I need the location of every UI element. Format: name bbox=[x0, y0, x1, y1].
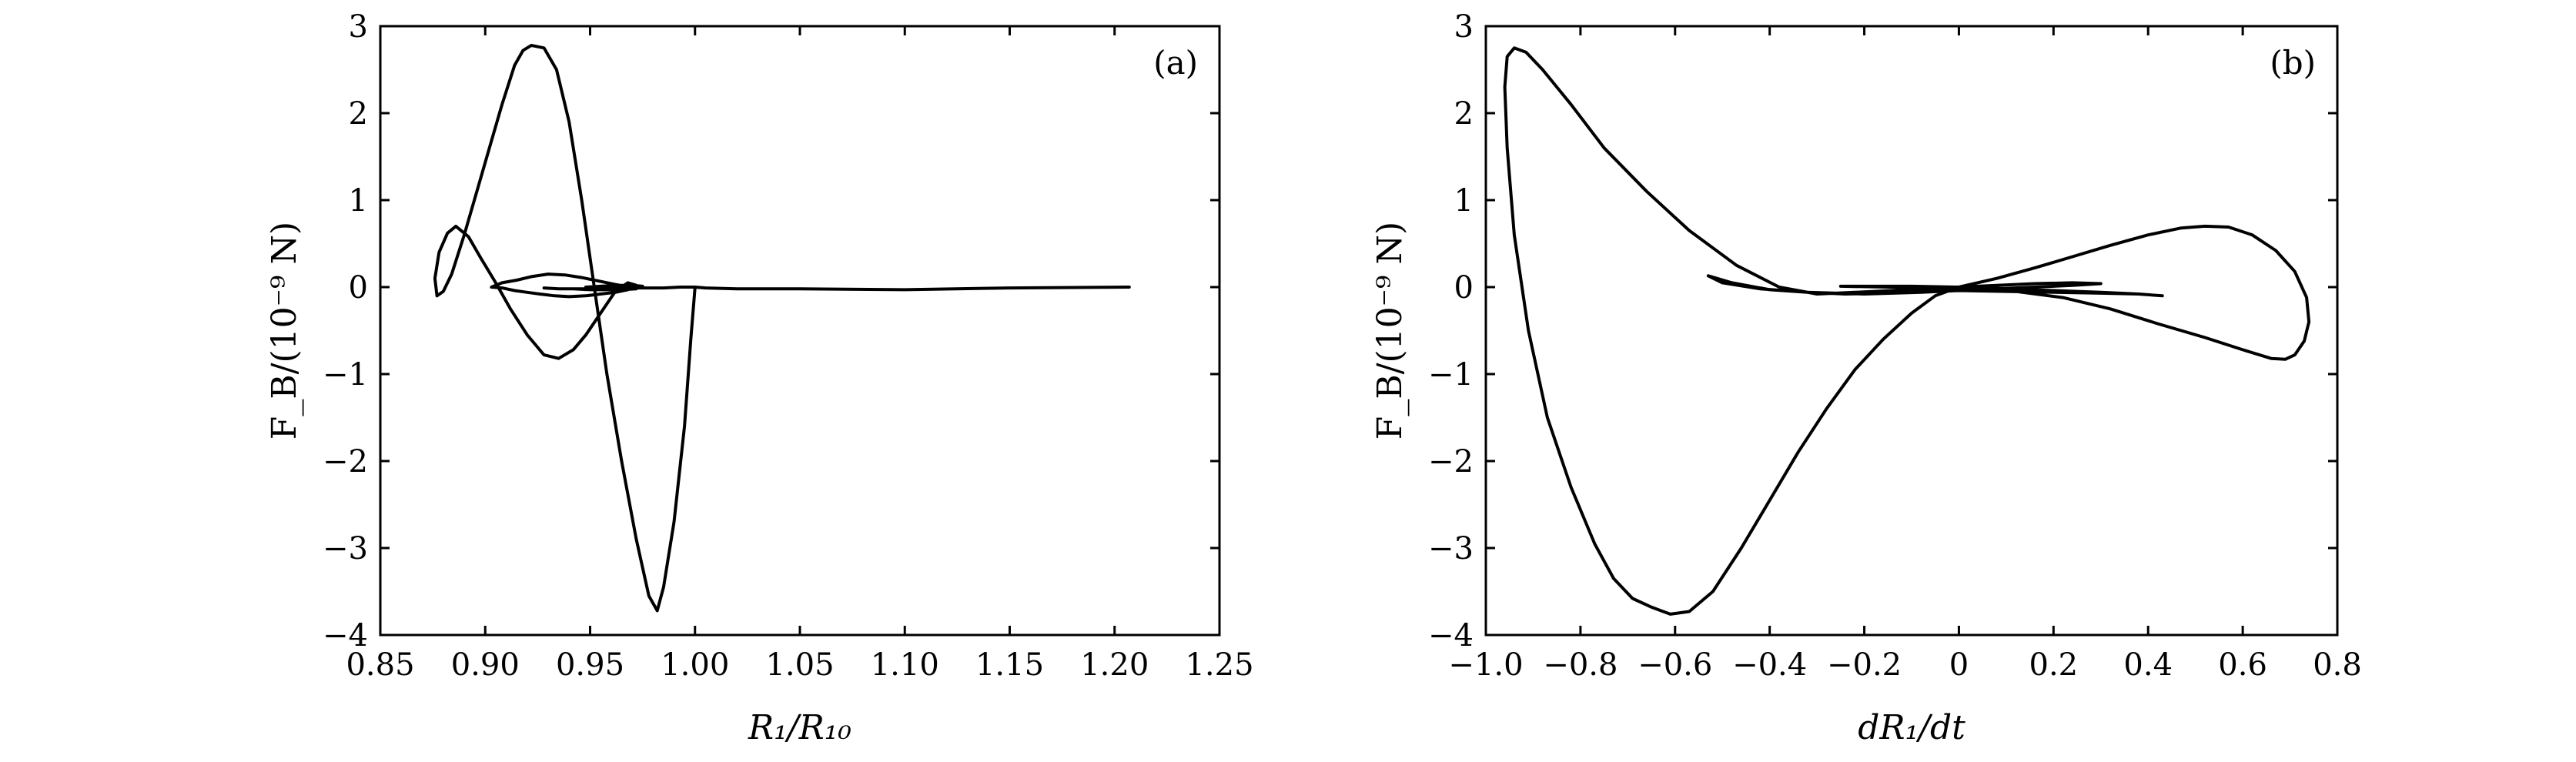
panel-b-xtick-label: 0 bbox=[1949, 647, 1969, 683]
panel-b-xtick-label: 0.2 bbox=[2029, 647, 2079, 683]
panel-a-ytick-label: 1 bbox=[349, 183, 368, 219]
panel-b-series-line-0 bbox=[1503, 46, 2311, 616]
panel-a-ytick-label: 0 bbox=[349, 270, 368, 306]
panel-a-ytick-label: −2 bbox=[323, 444, 368, 480]
panel-b-frame bbox=[1484, 25, 2339, 637]
panel-b: −1.0 −0.8 −0.6 −0.4 −0.2 0 0.2 0.4 0.6 0.8 −4 −3 −2 −… bbox=[1370, 9, 2362, 747]
panel-a-xtick-label: 1.15 bbox=[975, 647, 1044, 683]
panel-a-xtick-label: 1.20 bbox=[1080, 647, 1149, 683]
panel-b-ytick-label: 3 bbox=[1454, 9, 1474, 45]
panel-b-ytick-label: 1 bbox=[1454, 183, 1474, 219]
panel-b-x-axis-label: dR₁/dt bbox=[1858, 708, 1965, 747]
panel-a-xtick-label: 0.95 bbox=[556, 647, 624, 683]
panel-b-xtick-label: 0.4 bbox=[2123, 647, 2173, 683]
panel-a-frame bbox=[379, 25, 1221, 637]
panel-a-x-axis-label: R₁/R₁₀ bbox=[748, 708, 851, 747]
panel-b-panel-label: (b) bbox=[2270, 44, 2316, 82]
panel-b-ytick-label: −1 bbox=[1428, 357, 1474, 393]
panel-a-ytick-label: −1 bbox=[323, 357, 368, 393]
panel-a-xtick-label: 1.00 bbox=[661, 647, 729, 683]
panel-b-xtick-label: −0.2 bbox=[1827, 647, 1902, 683]
panel-a-ytick-label: 2 bbox=[349, 96, 368, 132]
panel-b-ytick-label: −2 bbox=[1428, 444, 1474, 480]
panel-a-ytick-label: 3 bbox=[349, 9, 368, 45]
panel-b-xtick-label: 0.8 bbox=[2313, 647, 2362, 683]
panel-a-series-line-0 bbox=[433, 43, 1131, 613]
panel-a-y-axis-label: F_B/(10⁻⁹ N) bbox=[265, 222, 304, 439]
panel-b-xtick-label: 0.6 bbox=[2218, 647, 2267, 683]
panel-a-ytick-label: −3 bbox=[323, 531, 368, 566]
panel-b-xtick-label: −0.6 bbox=[1638, 647, 1712, 683]
panel-b-xtick-label: −0.8 bbox=[1543, 647, 1618, 683]
panel-b-ytick-label: −4 bbox=[1428, 618, 1474, 653]
panel-a-xtick-label: 0.90 bbox=[451, 647, 520, 683]
panel-a-ytick-label: −4 bbox=[323, 618, 368, 653]
panel-b-xtick-label: −0.4 bbox=[1732, 647, 1807, 683]
panel-a-xtick-label: 1.25 bbox=[1185, 647, 1253, 683]
panel-b-ytick-label: −3 bbox=[1428, 531, 1474, 566]
panel-a-xtick-label: 1.05 bbox=[765, 647, 834, 683]
panel-a-xtick-label: 0.85 bbox=[346, 647, 414, 683]
panel-a-panel-label: (a) bbox=[1153, 44, 1198, 82]
panel-a: 0.85 0.90 0.95 1.00 1.05 1.10 1.15 1.20 1.25 −4 −3… bbox=[265, 9, 1254, 747]
panel-b-ytick-label: 2 bbox=[1454, 96, 1474, 132]
panel-b-xtick-label: −1.0 bbox=[1448, 647, 1523, 683]
panel-a-xtick-label: 1.10 bbox=[871, 647, 939, 683]
panel-b-y-axis-label: F_B/(10⁻⁹ N) bbox=[1370, 222, 1410, 439]
panel-b-ytick-label: 0 bbox=[1454, 270, 1474, 306]
